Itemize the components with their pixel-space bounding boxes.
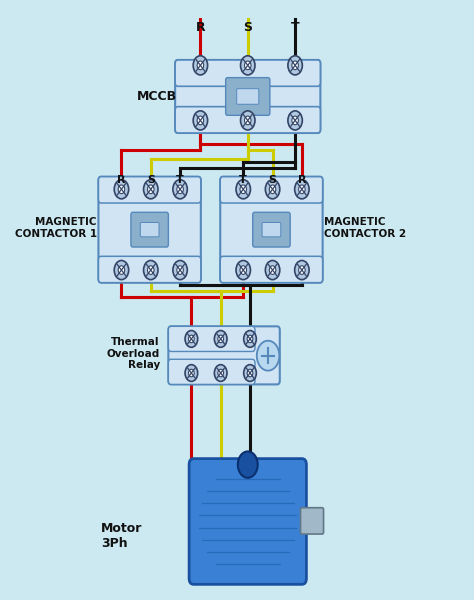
FancyBboxPatch shape	[99, 176, 201, 283]
Circle shape	[265, 260, 280, 280]
FancyBboxPatch shape	[262, 223, 281, 237]
Circle shape	[236, 260, 250, 280]
FancyBboxPatch shape	[168, 326, 255, 352]
Text: T: T	[291, 21, 300, 34]
FancyBboxPatch shape	[99, 256, 201, 283]
Circle shape	[189, 335, 194, 343]
Circle shape	[265, 179, 280, 199]
Circle shape	[288, 56, 302, 75]
FancyBboxPatch shape	[189, 458, 306, 584]
FancyBboxPatch shape	[175, 60, 320, 86]
FancyBboxPatch shape	[175, 60, 320, 133]
Circle shape	[147, 185, 154, 194]
Circle shape	[240, 266, 246, 274]
Circle shape	[288, 111, 302, 130]
Circle shape	[240, 185, 246, 194]
FancyBboxPatch shape	[168, 359, 255, 385]
Text: T: T	[176, 175, 184, 185]
Circle shape	[185, 331, 198, 347]
Text: S: S	[147, 175, 155, 185]
Circle shape	[114, 179, 128, 199]
Circle shape	[144, 260, 158, 280]
Circle shape	[269, 185, 276, 194]
FancyBboxPatch shape	[226, 77, 270, 115]
Circle shape	[177, 185, 183, 194]
Circle shape	[218, 369, 224, 377]
Circle shape	[118, 185, 125, 194]
Circle shape	[244, 365, 256, 382]
Text: S: S	[243, 21, 252, 34]
Circle shape	[147, 266, 154, 274]
Circle shape	[185, 365, 198, 382]
Circle shape	[193, 56, 208, 75]
Circle shape	[292, 61, 298, 70]
Circle shape	[114, 260, 128, 280]
Circle shape	[238, 451, 258, 478]
Circle shape	[189, 369, 194, 377]
Circle shape	[299, 266, 305, 274]
Text: S: S	[269, 175, 276, 185]
Text: Thermal
Overload
Relay: Thermal Overload Relay	[107, 337, 160, 370]
Circle shape	[214, 331, 227, 347]
Circle shape	[257, 341, 279, 371]
Text: T: T	[239, 175, 247, 185]
Circle shape	[173, 260, 187, 280]
Circle shape	[295, 260, 309, 280]
Circle shape	[295, 179, 309, 199]
Circle shape	[236, 179, 250, 199]
Circle shape	[247, 335, 253, 343]
Circle shape	[197, 61, 204, 70]
Circle shape	[244, 331, 256, 347]
Circle shape	[240, 56, 255, 75]
Circle shape	[173, 179, 187, 199]
FancyBboxPatch shape	[253, 212, 290, 247]
Circle shape	[240, 111, 255, 130]
Circle shape	[118, 266, 125, 274]
Text: MAGNETIC
CONTACTOR 2: MAGNETIC CONTACTOR 2	[324, 217, 407, 239]
Text: R: R	[298, 175, 306, 185]
FancyBboxPatch shape	[175, 107, 320, 133]
FancyBboxPatch shape	[220, 256, 323, 283]
FancyBboxPatch shape	[301, 508, 324, 534]
FancyBboxPatch shape	[168, 326, 280, 385]
Circle shape	[299, 185, 305, 194]
Circle shape	[177, 266, 183, 274]
Text: R: R	[117, 175, 126, 185]
Circle shape	[214, 365, 227, 382]
FancyBboxPatch shape	[140, 223, 159, 237]
Circle shape	[197, 116, 204, 125]
Text: MCCB: MCCB	[137, 90, 177, 103]
FancyBboxPatch shape	[220, 176, 323, 283]
Circle shape	[292, 116, 298, 125]
Text: Motor
3Ph: Motor 3Ph	[101, 523, 143, 550]
Text: MAGNETIC
CONTACTOR 1: MAGNETIC CONTACTOR 1	[15, 217, 97, 239]
Circle shape	[247, 369, 253, 377]
FancyBboxPatch shape	[237, 89, 259, 104]
Circle shape	[245, 61, 251, 70]
Circle shape	[269, 266, 276, 274]
Text: R: R	[196, 21, 205, 34]
Circle shape	[144, 179, 158, 199]
Circle shape	[193, 111, 208, 130]
FancyBboxPatch shape	[220, 176, 323, 203]
FancyBboxPatch shape	[131, 212, 168, 247]
Circle shape	[218, 335, 224, 343]
Circle shape	[245, 116, 251, 125]
FancyBboxPatch shape	[99, 176, 201, 203]
